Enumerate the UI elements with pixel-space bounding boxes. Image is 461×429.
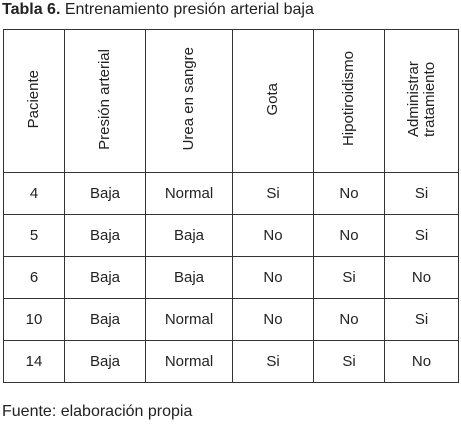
header-cell: Paciente bbox=[3, 29, 65, 173]
table-cell: 14 bbox=[3, 340, 65, 383]
table-cell: Si bbox=[232, 340, 314, 383]
table-cell: No bbox=[384, 256, 459, 299]
table-cell: 4 bbox=[3, 172, 65, 215]
table-cell: Baja bbox=[145, 214, 233, 257]
table-cell: No bbox=[313, 298, 385, 341]
table-cell: Baja bbox=[145, 256, 233, 299]
table-cell: Baja bbox=[64, 340, 146, 383]
table-cell: Normal bbox=[145, 172, 233, 215]
caption-title: Entrenamiento presión arterial baja bbox=[64, 1, 314, 18]
table-cell: Si bbox=[232, 172, 314, 215]
table-row: 14 Baja Normal Si Si No bbox=[3, 340, 459, 383]
caption: Tabla 6. Entrenamiento presión arterial … bbox=[2, 0, 314, 20]
header-text: Hipotiroidismo bbox=[340, 51, 357, 147]
table-cell: No bbox=[313, 214, 385, 257]
table-cell: Baja bbox=[64, 214, 146, 257]
table-cell: Baja bbox=[64, 172, 146, 215]
table-cell: No bbox=[232, 256, 314, 299]
header-text: Gota bbox=[264, 82, 281, 116]
table-cell: Si bbox=[384, 298, 459, 341]
header-cell: Administrar tratamiento bbox=[384, 29, 459, 173]
data-table: Paciente Presión arterial Urea en sangre Go… bbox=[3, 29, 459, 383]
source-note: Fuente: elaboración propia bbox=[2, 403, 193, 420]
table-cell: Normal bbox=[145, 298, 233, 341]
caption-label: Tabla 6. bbox=[2, 1, 61, 18]
table-cell: No bbox=[384, 340, 459, 383]
header-cell: Presión arterial bbox=[64, 29, 146, 173]
table-row: 4 Baja Normal Si No Si bbox=[3, 172, 459, 215]
table-cell: No bbox=[232, 298, 314, 341]
table-cell: No bbox=[232, 214, 314, 257]
header-cell: Urea en sangre bbox=[145, 29, 233, 173]
table-cell: Si bbox=[313, 340, 385, 383]
header-cell: Hipotiroidismo bbox=[313, 29, 385, 173]
table-cell: Si bbox=[384, 214, 459, 257]
header-text: Paciente bbox=[25, 69, 42, 129]
header-cell: Gota bbox=[232, 29, 314, 173]
header-text: Administrar tratamiento bbox=[404, 61, 438, 137]
table-cell: Normal bbox=[145, 340, 233, 383]
table-row: 10 Baja Normal No No Si bbox=[3, 298, 459, 341]
table-cell: 6 bbox=[3, 256, 65, 299]
table-cell: Baja bbox=[64, 256, 146, 299]
header-row: Paciente Presión arterial Urea en sangre Go… bbox=[3, 29, 459, 173]
table-cell: 5 bbox=[3, 214, 65, 257]
table-cell: No bbox=[313, 172, 385, 215]
table-cell: Si bbox=[313, 256, 385, 299]
table-cell: Baja bbox=[64, 298, 146, 341]
header-text: Presión arterial bbox=[96, 48, 113, 150]
table-row: 5 Baja Baja No No Si bbox=[3, 214, 459, 257]
header-text: Urea en sangre bbox=[180, 47, 197, 151]
table-row: 6 Baja Baja No Si No bbox=[3, 256, 459, 299]
table-cell: 10 bbox=[3, 298, 65, 341]
table-cell: Si bbox=[384, 172, 459, 215]
